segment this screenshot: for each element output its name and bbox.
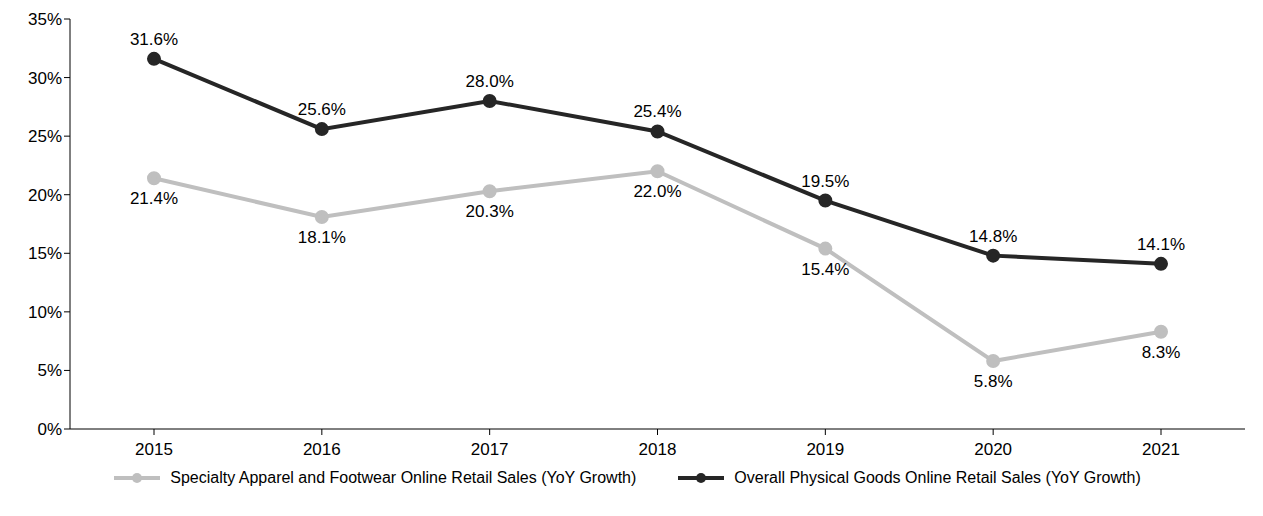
svg-text:20.3%: 20.3% — [466, 202, 514, 221]
svg-text:2020: 2020 — [974, 440, 1012, 459]
svg-text:5%: 5% — [37, 361, 62, 380]
svg-text:21.4%: 21.4% — [130, 189, 178, 208]
svg-text:25.4%: 25.4% — [633, 102, 681, 121]
svg-text:2016: 2016 — [303, 440, 341, 459]
html-text:Specialty Apparel and Footwear: Specialty Apparel and Footwear Online Re… — [170, 469, 637, 486]
svg-text:20%: 20% — [28, 186, 62, 205]
svg-text:18.1%: 18.1% — [298, 228, 346, 247]
svg-text:2017: 2017 — [471, 440, 509, 459]
svg-text:15.4%: 15.4% — [801, 260, 849, 279]
svg-text:2015: 2015 — [135, 440, 173, 459]
svg-text:14.1%: 14.1% — [1137, 235, 1185, 254]
svg-text:22.0%: 22.0% — [633, 182, 681, 201]
svg-text:2018: 2018 — [639, 440, 677, 459]
svg-text:30%: 30% — [28, 69, 62, 88]
svg-text:28.0%: 28.0% — [466, 72, 514, 91]
svg-text:10%: 10% — [28, 303, 62, 322]
svg-text:8.3%: 8.3% — [1142, 343, 1181, 362]
svg-text:2019: 2019 — [806, 440, 844, 459]
svg-text:14.8%: 14.8% — [969, 227, 1017, 246]
svg-text:0%: 0% — [37, 420, 62, 439]
svg-text:35%: 35% — [28, 10, 62, 29]
svg-text:31.6%: 31.6% — [130, 30, 178, 49]
svg-text:2021: 2021 — [1142, 440, 1180, 459]
svg-text:15%: 15% — [28, 244, 62, 263]
svg-text:5.8%: 5.8% — [974, 372, 1013, 391]
svg-text:19.5%: 19.5% — [801, 172, 849, 191]
html-text:Overall Physical Goods Online: Overall Physical Goods Online Retail Sal… — [734, 469, 1141, 486]
svg-text:25.6%: 25.6% — [298, 100, 346, 119]
svg-text:25%: 25% — [28, 127, 62, 146]
